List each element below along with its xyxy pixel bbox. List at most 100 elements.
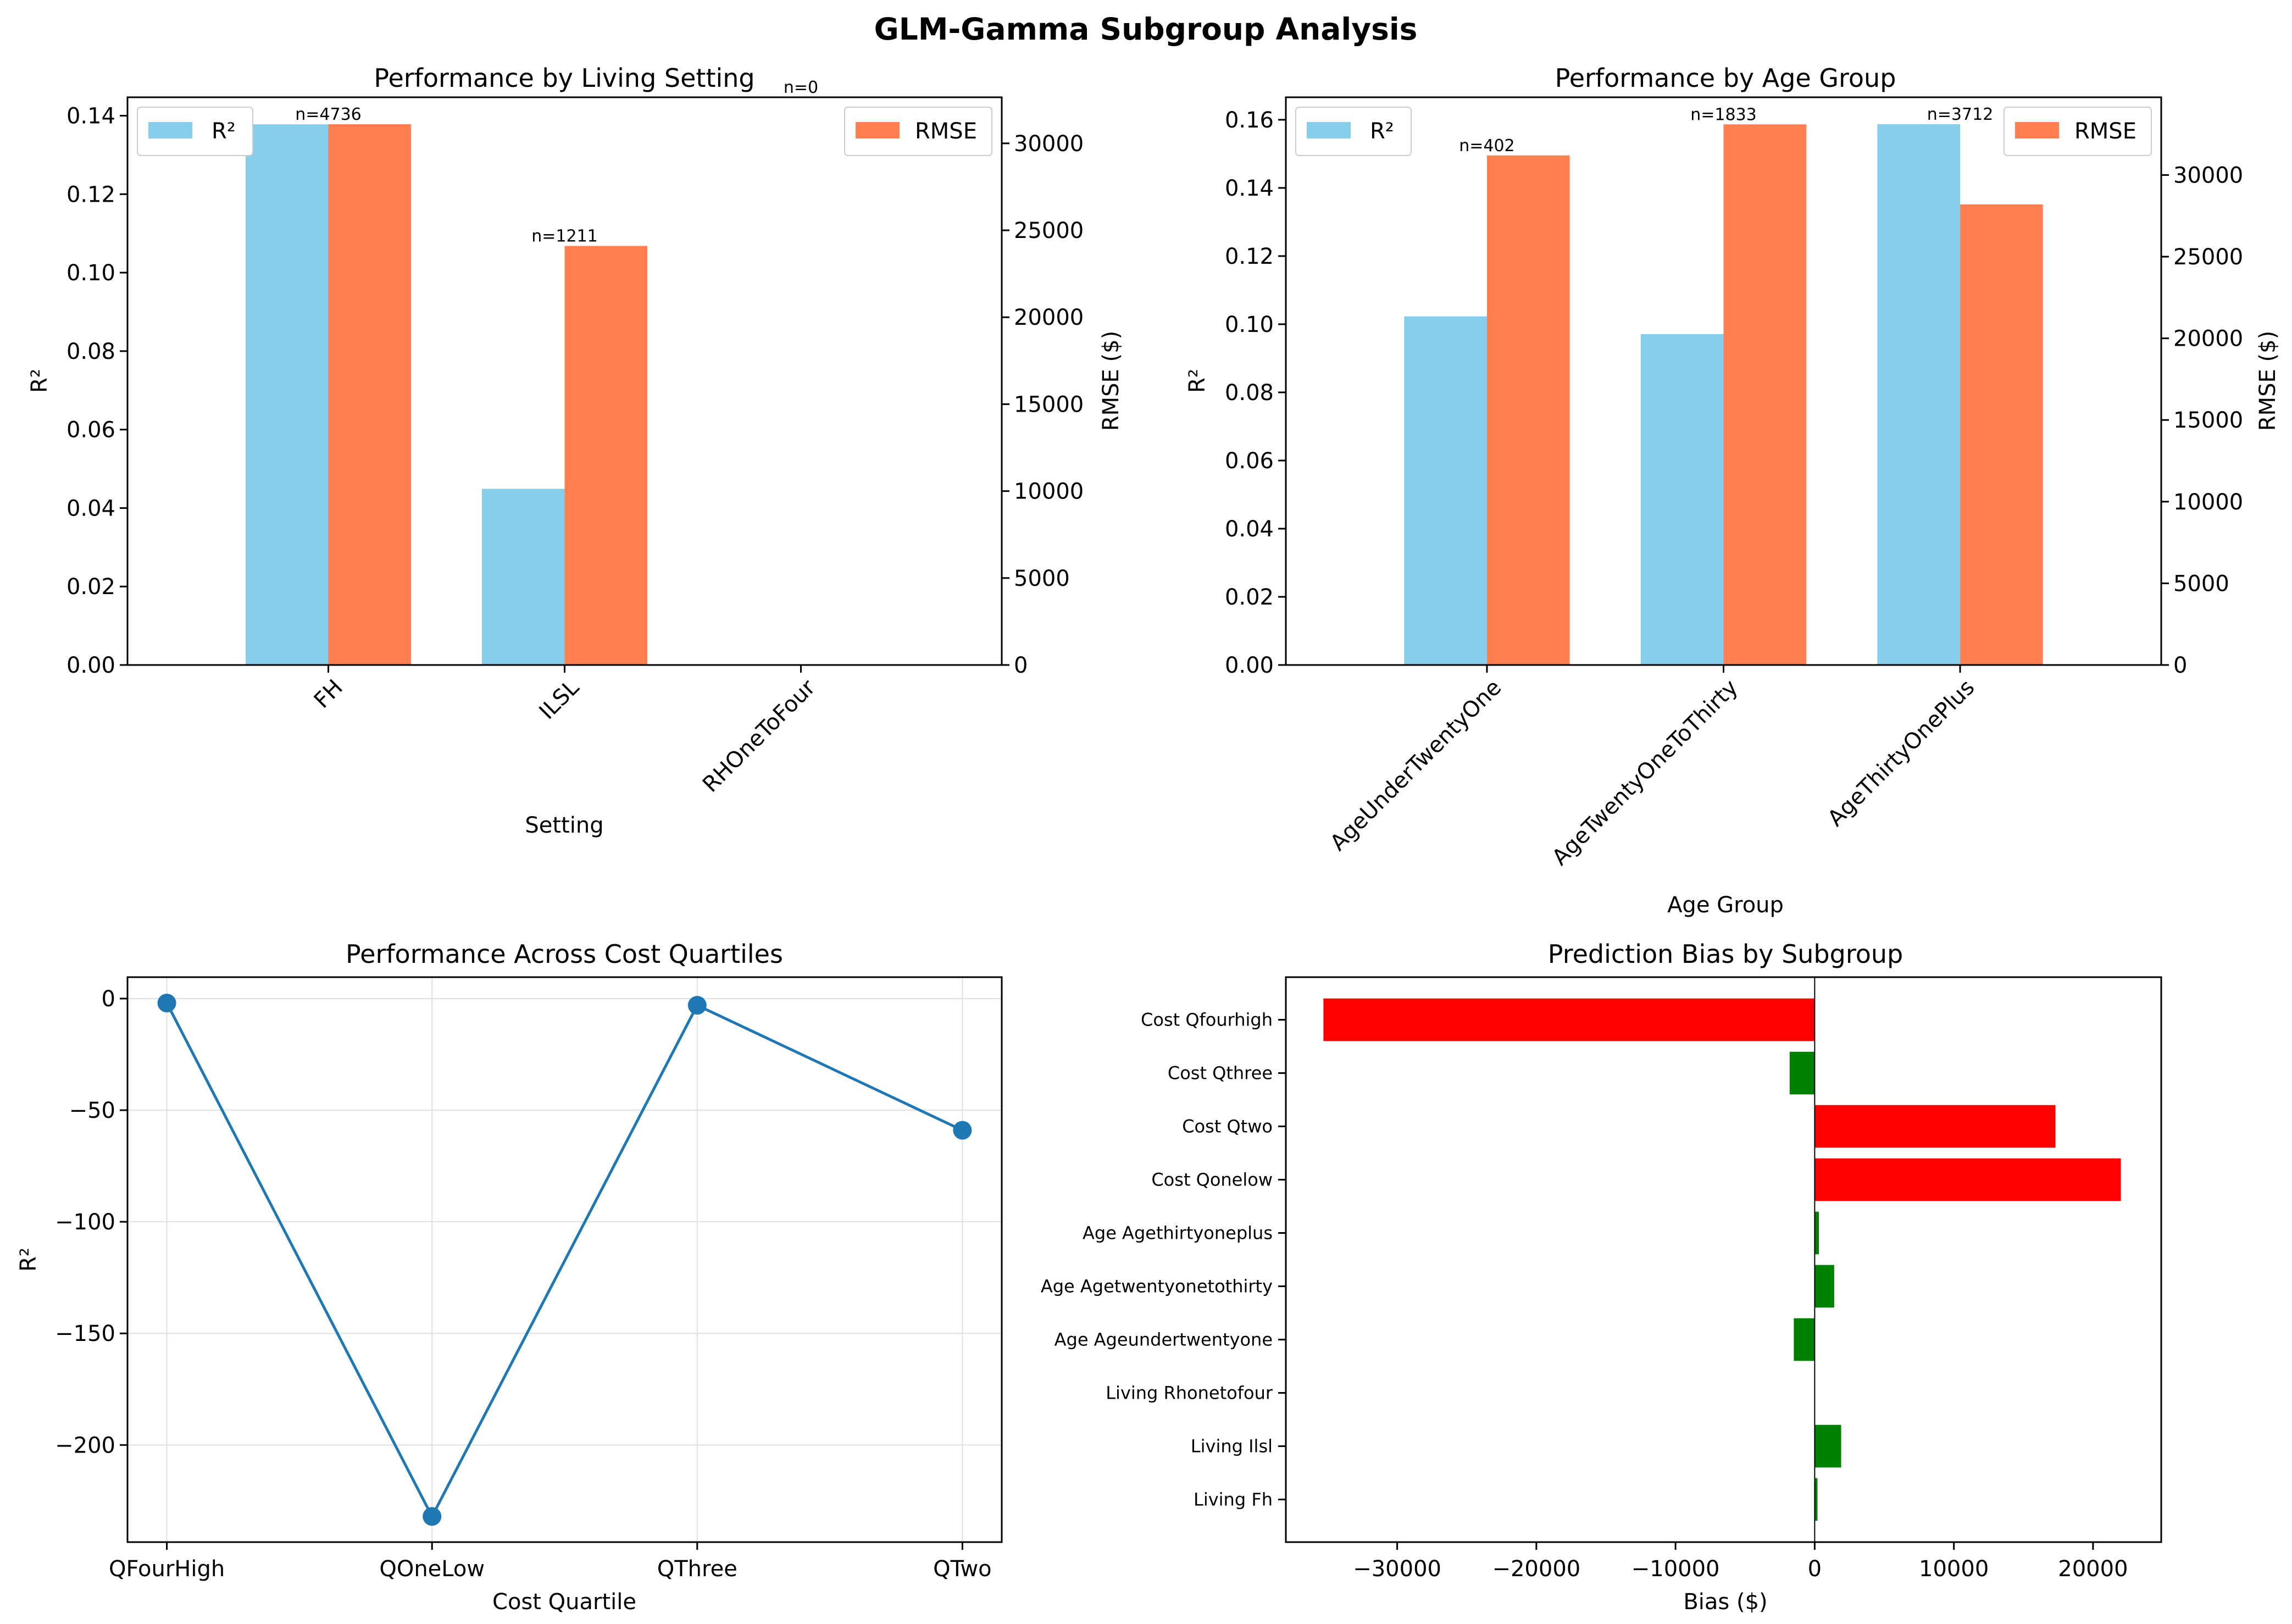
age-group-axes-frame	[1285, 96, 2162, 666]
bias-bar-cost-qthree	[1789, 1051, 1815, 1095]
age-ytick-left-label: 0.00	[1225, 653, 1274, 678]
living-r2-bar-fh	[246, 124, 329, 665]
bias-bar-cost-qtwo	[1814, 1105, 2056, 1148]
age-r2-bar-ageundertwentyone	[1404, 316, 1487, 665]
living-setting-title: Performance by Living Setting	[374, 63, 754, 93]
age-group-title: Performance by Age Group	[1555, 63, 1896, 93]
age-rmse-bar-agethirtyoneplus	[1960, 204, 2043, 665]
bias-ytick-label: Age Agetwentyonetothirty	[1041, 1276, 1273, 1296]
living-setting-axes-frame	[126, 96, 1003, 666]
living-ytick-right-label: 10000	[1014, 479, 1084, 505]
age-group-legend-rmse: RMSE	[2004, 107, 2152, 156]
living-xtick-label: FH	[309, 675, 348, 713]
cost-quartile-xtick-label: QOneLow	[379, 1556, 485, 1582]
cost-quartile-series-line	[165, 1002, 963, 1520]
bias-bar-age-ageundertwentyone	[1794, 1318, 1815, 1361]
legend-label-rmse: RMSE	[915, 119, 977, 144]
cost-quartile-xtick-label: QTwo	[933, 1556, 991, 1582]
living-ytick-right-label: 5000	[1014, 566, 1070, 591]
living-ytick-right-label: 15000	[1014, 392, 1084, 417]
age-group-legend-r2: R²	[1295, 107, 1412, 156]
cost-quartile-ytick-label: −200	[55, 1433, 115, 1458]
cost-quartile-point-qfourhigh	[157, 994, 176, 1013]
age-ytick-right-label: 5000	[2173, 571, 2229, 596]
prediction-bias-title: Prediction Bias by Subgroup	[1548, 939, 1903, 969]
living-ytick-left-label: 0.08	[66, 339, 115, 364]
age-ytick-left-label: 0.08	[1225, 380, 1274, 406]
bias-ytick-label: Age Ageundertwentyone	[1055, 1329, 1273, 1350]
age-ytick-right-label: 0	[2173, 653, 2187, 678]
cost-quartile-point-qonelow	[423, 1507, 442, 1526]
age-group-chart: Performance by Age Group n=402 AgeUnderTw…	[1185, 63, 2280, 918]
living-setting-legend-rmse: RMSE	[844, 107, 992, 156]
cost-quartile-point-qtwo	[953, 1121, 972, 1140]
living-xtick-label: RHOneToFour	[698, 674, 820, 797]
living-ytick-left-label: 0.00	[66, 653, 115, 678]
cost-quartile-ytick-label: −100	[55, 1210, 115, 1235]
age-ytick-left-label: 0.04	[1225, 517, 1274, 542]
bias-xtick-label: 0	[1808, 1556, 1822, 1582]
age-rmse-bar-ageundertwentyone	[1486, 155, 1570, 665]
living-setting-legend-r2: R²	[137, 107, 253, 156]
age-ytick-right-label: 30000	[2173, 163, 2243, 188]
cost-quartile-xtick-label: QFourHigh	[109, 1556, 225, 1582]
age-ytick-right-label: 25000	[2173, 245, 2243, 270]
living-setting-xlabel: Setting	[525, 813, 603, 838]
living-count-label: n=1211	[531, 227, 598, 246]
legend-swatch-r2	[1307, 122, 1351, 138]
living-setting-ylabel-right: RMSE ($)	[1098, 331, 1124, 431]
age-r2-bar-agethirtyoneplus	[1877, 124, 1961, 666]
bias-xtick-label: −20000	[1492, 1556, 1580, 1582]
cost-quartile-ylabel: R²	[16, 1248, 41, 1272]
living-ytick-right-label: 25000	[1014, 218, 1084, 243]
legend-label-rmse: RMSE	[2074, 119, 2136, 144]
age-group-ylabel-left: R²	[1185, 369, 1210, 393]
cost-quartile-point-qthree	[687, 996, 707, 1015]
prediction-bias-xlabel: Bias ($)	[1683, 1589, 1767, 1615]
bias-ytick-label: Cost Qfourhigh	[1141, 1010, 1273, 1030]
legend-label-r2: R²	[1370, 119, 1394, 144]
age-rmse-bar-agetwentyonetothirty	[1723, 124, 1807, 666]
age-ytick-left-label: 0.16	[1225, 108, 1274, 133]
living-count-label: n=0	[784, 78, 818, 97]
cost-quartile-xlabel: Cost Quartile	[492, 1589, 636, 1615]
bias-xtick-label: −30000	[1353, 1556, 1441, 1582]
bias-bar-age-agethirtyoneplus	[1814, 1211, 1819, 1255]
age-xtick-label: AgeTwentyOneToThirty	[1547, 675, 1743, 871]
living-ytick-left-label: 0.06	[66, 418, 115, 443]
bias-bar-cost-qfourhigh	[1323, 998, 1815, 1041]
legend-swatch-rmse	[856, 122, 900, 138]
age-r2-bar-agetwentyonetothirty	[1640, 334, 1724, 665]
living-r2-bar-ilsl	[482, 489, 565, 665]
age-ytick-left-label: 0.12	[1225, 244, 1274, 269]
bias-ytick-label: Living Fh	[1194, 1489, 1273, 1510]
age-count-label: n=402	[1459, 136, 1514, 156]
bias-xtick-label: −10000	[1631, 1556, 1720, 1582]
legend-swatch-rmse	[2015, 122, 2059, 138]
age-ytick-left-label: 0.10	[1225, 312, 1274, 337]
cost-quartile-xtick-label: QThree	[657, 1556, 737, 1582]
living-rmse-bar-ilsl	[564, 246, 647, 665]
bias-ytick-label: Living Rhonetofour	[1106, 1382, 1273, 1403]
prediction-bias-chart: Prediction Bias by Subgroup Living Fh Liv…	[1041, 939, 2162, 1615]
bias-ytick-label: Cost Qthree	[1168, 1063, 1273, 1084]
prediction-bias-axes-frame	[1285, 976, 2162, 1543]
legend-label-r2: R²	[212, 119, 236, 144]
bias-bar-cost-qonelow	[1814, 1158, 2121, 1201]
age-group-xlabel: Age Group	[1667, 893, 1784, 918]
age-ytick-left-label: 0.06	[1225, 448, 1274, 474]
bias-bar-age-agetwentyonetothirty	[1814, 1265, 1834, 1308]
living-ytick-right-label: 20000	[1014, 305, 1084, 330]
cost-quartile-ytick-label: −150	[55, 1321, 115, 1346]
bias-xtick-label: 20000	[2058, 1556, 2128, 1582]
living-ytick-left-label: 0.12	[66, 182, 115, 207]
age-ytick-right-label: 10000	[2173, 490, 2243, 515]
age-ytick-left-label: 0.02	[1225, 585, 1274, 610]
living-ytick-left-label: 0.02	[66, 574, 115, 600]
living-ytick-left-label: 0.10	[66, 260, 115, 286]
figure-title: GLM-Gamma Subgroup Analysis	[874, 12, 1418, 47]
legend-swatch-r2	[148, 122, 192, 138]
cost-quartile-axes-frame	[126, 976, 1003, 1543]
bias-bar-living-fh	[1814, 1478, 1818, 1521]
